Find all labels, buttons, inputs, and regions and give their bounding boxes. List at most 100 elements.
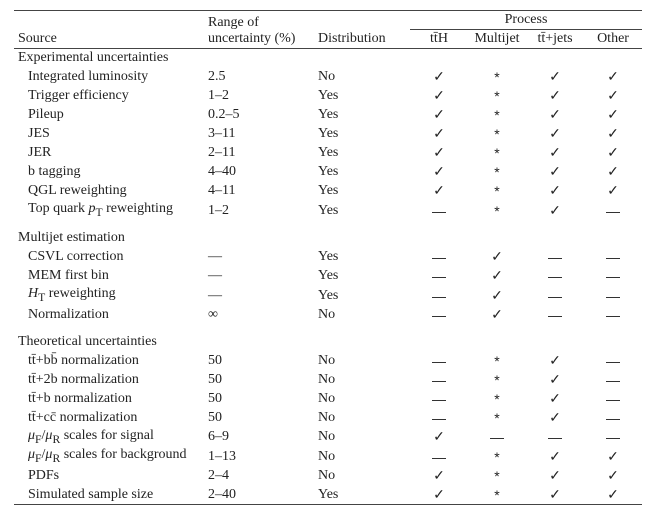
cell-range: 2.5 bbox=[204, 67, 314, 86]
cell-process-2: ✓ bbox=[526, 485, 584, 505]
cell-distribution: Yes bbox=[314, 143, 410, 162]
cell-distribution: No bbox=[314, 389, 410, 408]
cell-process-2: ✓ bbox=[526, 200, 584, 220]
cell-source: Integrated luminosity bbox=[14, 67, 204, 86]
table-row: Trigger efficiency1–2Yes✓*✓✓ bbox=[14, 86, 642, 105]
cell-process-3: ✓ bbox=[584, 485, 642, 505]
cell-source: Normalization bbox=[14, 305, 204, 324]
cell-process-0: — bbox=[410, 200, 468, 220]
cell-process-0: — bbox=[410, 446, 468, 466]
cell-range: — bbox=[204, 285, 314, 305]
cell-process-1: * bbox=[468, 389, 526, 408]
col-process-3: Other bbox=[584, 30, 642, 49]
cell-distribution: No bbox=[314, 370, 410, 389]
cell-process-1: * bbox=[468, 408, 526, 427]
cell-process-2: ✓ bbox=[526, 370, 584, 389]
cell-process-0: ✓ bbox=[410, 67, 468, 86]
cell-distribution: No bbox=[314, 351, 410, 370]
cell-process-0: ✓ bbox=[410, 485, 468, 505]
cell-distribution: No bbox=[314, 67, 410, 86]
table-row: Pileup0.2–5Yes✓*✓✓ bbox=[14, 105, 642, 124]
cell-distribution: No bbox=[314, 446, 410, 466]
cell-source: HT reweighting bbox=[14, 285, 204, 305]
cell-process-1: ✓ bbox=[468, 285, 526, 305]
cell-distribution: Yes bbox=[314, 200, 410, 220]
cell-range: 6–9 bbox=[204, 427, 314, 447]
cell-process-2: ✓ bbox=[526, 408, 584, 427]
cell-process-2: ✓ bbox=[526, 446, 584, 466]
cell-source: tt̄+cc̄ normalization bbox=[14, 408, 204, 427]
table-row: QGL reweighting4–11Yes✓*✓✓ bbox=[14, 181, 642, 200]
cell-range: 2–4 bbox=[204, 466, 314, 485]
cell-process-3: — bbox=[584, 427, 642, 447]
table-row: tt̄+2b normalization50No—*✓— bbox=[14, 370, 642, 389]
cell-process-2: ✓ bbox=[526, 351, 584, 370]
cell-process-0: ✓ bbox=[410, 143, 468, 162]
cell-process-1: * bbox=[468, 181, 526, 200]
cell-process-0: — bbox=[410, 389, 468, 408]
cell-process-3: — bbox=[584, 247, 642, 266]
table-row: PDFs2–4No✓*✓✓ bbox=[14, 466, 642, 485]
cell-process-3: — bbox=[584, 285, 642, 305]
cell-range: 0.2–5 bbox=[204, 105, 314, 124]
cell-range: 1–2 bbox=[204, 86, 314, 105]
cell-distribution: Yes bbox=[314, 124, 410, 143]
cell-process-0: — bbox=[410, 370, 468, 389]
table-row: Normalization∞No—✓—— bbox=[14, 305, 642, 324]
cell-process-3: — bbox=[584, 266, 642, 285]
col-process-0: tt̄H bbox=[410, 30, 468, 49]
cell-range: 50 bbox=[204, 389, 314, 408]
cell-source: tt̄+b normalization bbox=[14, 389, 204, 408]
table-row: Simulated sample size2–40Yes✓*✓✓ bbox=[14, 485, 642, 505]
cell-process-3: ✓ bbox=[584, 143, 642, 162]
section-title: Theoretical uncertainties bbox=[14, 324, 642, 351]
cell-source: MEM first bin bbox=[14, 266, 204, 285]
cell-range: 50 bbox=[204, 408, 314, 427]
cell-process-2: ✓ bbox=[526, 162, 584, 181]
cell-source: Pileup bbox=[14, 105, 204, 124]
cell-process-2: — bbox=[526, 305, 584, 324]
cell-process-1: * bbox=[468, 485, 526, 505]
section-title: Multijet estimation bbox=[14, 220, 642, 247]
cell-process-2: ✓ bbox=[526, 124, 584, 143]
cell-process-0: — bbox=[410, 351, 468, 370]
cell-process-3: — bbox=[584, 408, 642, 427]
cell-distribution: No bbox=[314, 305, 410, 324]
cell-process-1: * bbox=[468, 86, 526, 105]
cell-process-0: ✓ bbox=[410, 124, 468, 143]
cell-source: Trigger efficiency bbox=[14, 86, 204, 105]
table-row: μF/μR scales for signal6–9No✓——— bbox=[14, 427, 642, 447]
cell-source: Simulated sample size bbox=[14, 485, 204, 505]
cell-source: tt̄+bb̄ normalization bbox=[14, 351, 204, 370]
table-header: Source Range of uncertainty (%) Distribu… bbox=[14, 11, 642, 49]
table-row: tt̄+bb̄ normalization50No—*✓— bbox=[14, 351, 642, 370]
cell-process-0: — bbox=[410, 408, 468, 427]
cell-process-0: ✓ bbox=[410, 181, 468, 200]
cell-process-3: — bbox=[584, 351, 642, 370]
cell-process-1: * bbox=[468, 143, 526, 162]
cell-process-3: — bbox=[584, 305, 642, 324]
cell-process-1: ✓ bbox=[468, 305, 526, 324]
cell-process-0: ✓ bbox=[410, 466, 468, 485]
cell-process-1: * bbox=[468, 105, 526, 124]
cell-source: JER bbox=[14, 143, 204, 162]
cell-process-0: ✓ bbox=[410, 162, 468, 181]
range-l1: Range of bbox=[208, 15, 259, 30]
range-l2: uncertainty (%) bbox=[208, 31, 295, 46]
table-row: Integrated luminosity2.5No✓*✓✓ bbox=[14, 67, 642, 86]
cell-process-3: ✓ bbox=[584, 124, 642, 143]
col-range: Range of uncertainty (%) bbox=[204, 11, 314, 49]
cell-distribution: Yes bbox=[314, 485, 410, 505]
cell-process-3: ✓ bbox=[584, 162, 642, 181]
cell-source: PDFs bbox=[14, 466, 204, 485]
cell-process-3: ✓ bbox=[584, 86, 642, 105]
cell-distribution: Yes bbox=[314, 181, 410, 200]
cell-process-1: * bbox=[468, 370, 526, 389]
cell-process-3: ✓ bbox=[584, 181, 642, 200]
cell-process-1: * bbox=[468, 446, 526, 466]
cell-process-2: ✓ bbox=[526, 105, 584, 124]
cell-source: b tagging bbox=[14, 162, 204, 181]
col-process-group: Process bbox=[410, 11, 642, 30]
cell-process-2: — bbox=[526, 285, 584, 305]
table-row: Top quark pT reweighting1–2Yes—*✓— bbox=[14, 200, 642, 220]
